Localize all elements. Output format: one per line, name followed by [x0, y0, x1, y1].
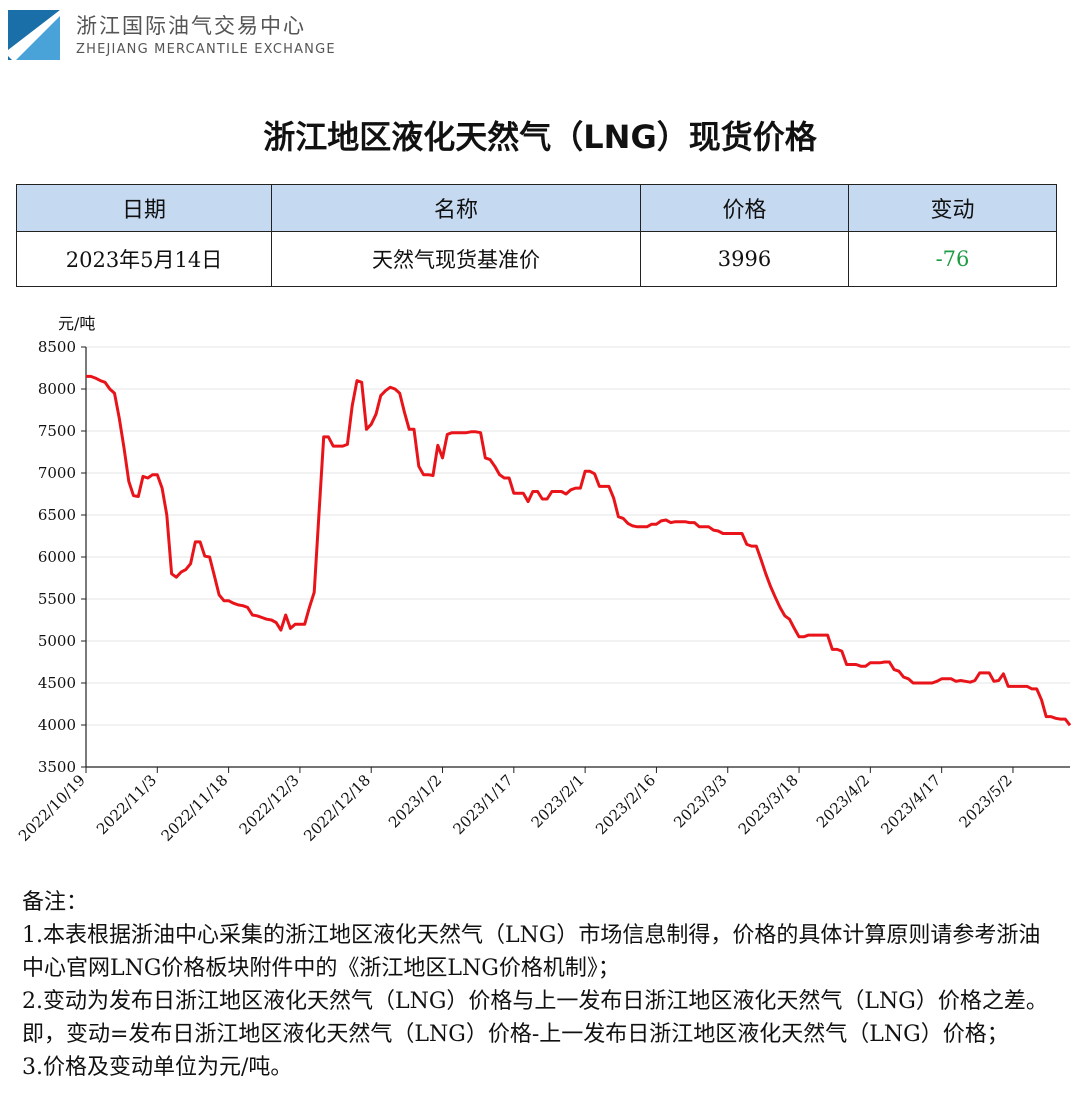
note-item: 2.变动为发布日浙江地区液化天然气（LNG）价格与上一发布日浙江地区液化天然气（… [22, 989, 1048, 1047]
price-table: 日期 名称 价格 变动 2023年5月14日 天然气现货基准价 3996 -76 [16, 184, 1057, 287]
x-tick-label: 2023/1/17 [450, 771, 517, 838]
y-tick-label: 7000 [38, 464, 76, 482]
x-tick-label: 2023/4/2 [813, 771, 873, 831]
x-tick-label: 2023/3/18 [735, 771, 802, 838]
x-tick-label: 2023/2/16 [592, 771, 659, 838]
y-tick-label: 4500 [38, 674, 76, 692]
cell-change: -76 [848, 231, 1057, 287]
header-change: 变动 [848, 184, 1057, 232]
header-price: 价格 [640, 184, 849, 232]
y-tick-label: 3500 [38, 758, 76, 776]
zme-logo [8, 10, 60, 60]
x-tick-label: 2022/11/3 [93, 771, 160, 838]
header-date: 日期 [16, 184, 272, 232]
cell-date: 2023年5月14日 [16, 231, 272, 287]
y-tick-label: 6500 [38, 506, 76, 524]
x-tick-label: 2023/2/1 [528, 771, 588, 831]
page-title: 浙江地区液化天然气（LNG）现货价格 [263, 118, 817, 156]
x-tick-label: 2023/1/2 [385, 771, 445, 831]
y-tick-label: 6000 [38, 548, 76, 566]
y-axis-ticks: 3500 4000 4500 5000 5500 6000 6500 7000 7500 8000… [38, 338, 86, 776]
header-name: 名称 [271, 184, 641, 232]
chart-gridlines [86, 346, 1070, 726]
brand-name-en: ZHEJIANG MERCANTILE EXCHANGE [76, 42, 336, 57]
x-tick-label: 2022/11/18 [158, 771, 232, 845]
y-axis-unit: 元/吨 [58, 314, 96, 333]
y-tick-label: 5000 [38, 632, 76, 650]
x-tick-label: 2022/12/18 [300, 771, 374, 845]
x-tick-label: 2022/10/19 [15, 771, 89, 845]
notes-heading: 备注： [22, 890, 89, 915]
table-header-row: 日期 名称 价格 变动 [16, 184, 1057, 232]
x-tick-label: 2023/5/2 [955, 771, 1015, 831]
cell-name: 天然气现货基准价 [271, 231, 641, 287]
y-tick-label: 5500 [38, 590, 76, 608]
brand-name-cn: 浙江国际油气交易中心 [76, 14, 306, 38]
series-line-price [86, 374, 1072, 727]
x-tick-label: 2023/4/17 [877, 771, 944, 838]
note-item: 1.本表根据浙油中心采集的浙江地区液化天然气（LNG）市场信息制得，价格的具体计… [22, 923, 1041, 981]
y-tick-label: 8500 [38, 338, 76, 356]
notes-section: 备注： 1.本表根据浙油中心采集的浙江地区液化天然气（LNG）市场信息制得，价格… [22, 886, 1062, 1084]
x-tick-label: 2023/3/3 [670, 771, 730, 831]
y-tick-label: 4000 [38, 716, 76, 734]
y-tick-label: 7500 [38, 422, 76, 440]
x-tick-label: 2022/12/3 [236, 771, 303, 838]
cell-price: 3996 [640, 231, 849, 287]
y-tick-label: 8000 [38, 380, 76, 398]
price-line-chart: 3500 4000 4500 5000 5500 6000 6500 7000 7500 8000… [15, 338, 1072, 845]
note-item: 3.价格及变动单位为元/吨。 [22, 1055, 293, 1080]
table-row: 2023年5月14日 天然气现货基准价 3996 -76 [16, 231, 1057, 287]
